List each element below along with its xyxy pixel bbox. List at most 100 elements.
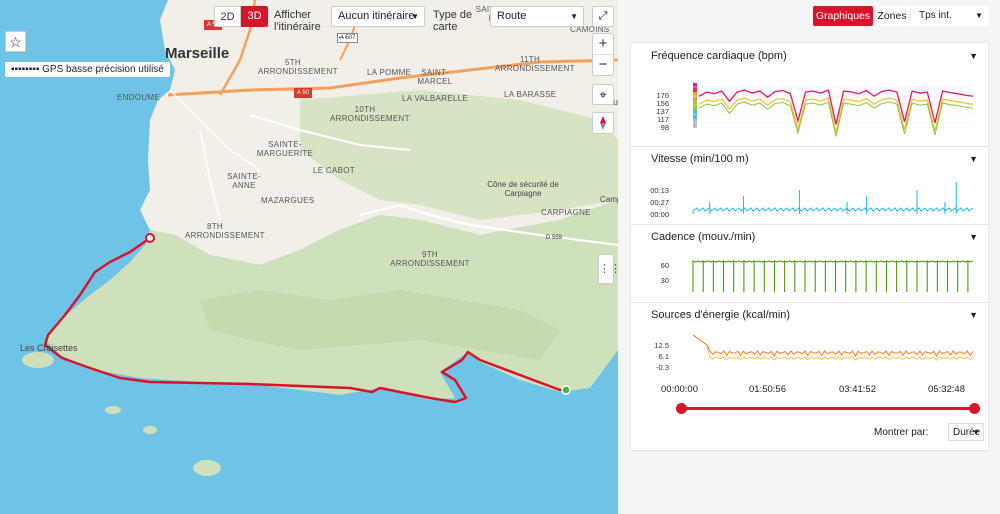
show-route-label: Afficher l'itinéraire <box>274 9 321 33</box>
y-tick: 156 <box>656 99 669 108</box>
chevron-down-icon: ▼ <box>411 12 419 21</box>
hr-zone-band <box>693 119 697 128</box>
show-by-label: Montrer par: <box>874 427 929 438</box>
speed-chart[interactable]: Vitesse (min/100 m) ▼ 00:13 00:27 00:00 <box>631 146 988 225</box>
district-label: LA BARASSE <box>504 90 557 99</box>
cadence-series-line <box>692 260 974 292</box>
heart-rate-plot <box>693 83 974 137</box>
chart-title: Vitesse (min/100 m) <box>651 153 749 165</box>
route-select-value: Aucun itinéraire ... <box>338 10 415 41</box>
place-label: Les Croisettes <box>20 343 78 353</box>
chevron-down-icon: ▼ <box>975 11 983 20</box>
y-tick: 00:13 <box>650 186 669 195</box>
map-type-select-value: Route <box>497 10 527 22</box>
cadence-chart[interactable]: Cadence (mouv./min) ▼ 60 30 <box>631 224 988 303</box>
route-end-marker <box>561 385 571 395</box>
road-shield: D 559 <box>546 235 563 241</box>
y-tick: 12.5 <box>654 341 669 350</box>
fullscreen-icon[interactable]: ⤢ <box>592 6 614 27</box>
place-label: Cône de sécurité de Carpiagne <box>487 180 559 198</box>
chart-title: Fréquence cardiaque (bpm) <box>651 50 787 62</box>
heart-rate-chart[interactable]: Fréquence cardiaque (bpm) ▼ 176 156 137 … <box>631 43 988 147</box>
road-shield: A 50 <box>294 88 313 98</box>
district-label: MAZARGUES <box>261 196 315 205</box>
energy-chart[interactable]: Sources d'énergie (kcal/min) ▼ 12.5 6.1 … <box>631 302 988 378</box>
timeline-start-handle[interactable] <box>676 403 687 414</box>
district-label: LA VALBARELLE <box>402 94 469 103</box>
district-label: SAINT-MARCEL <box>417 68 453 86</box>
chevron-down-icon: ▼ <box>570 12 578 21</box>
hr-zone-band <box>693 110 697 119</box>
hr-zone-band <box>693 83 697 92</box>
gps-notice-text: GPS basse précision utilisé <box>42 64 164 75</box>
district-label: 9TH ARRONDISSEMENT <box>390 250 470 268</box>
map-view[interactable]: Marseille 5TH ARRONDISSEMENT 11TH ARROND… <box>0 0 618 514</box>
chevron-down-icon[interactable]: ▼ <box>969 310 978 320</box>
y-tick: 98 <box>660 123 669 132</box>
chart-title: Cadence (mouv./min) <box>651 231 756 243</box>
gps-notice: ▪▪▪▪▪▪▪▪ GPS basse précision utilisé <box>5 62 170 77</box>
show-by-value: Durée <box>953 427 981 438</box>
district-label: CAMOINS <box>570 25 610 34</box>
compass-icon[interactable] <box>592 112 614 134</box>
favorite-star-icon[interactable]: ☆ <box>5 31 26 52</box>
y-tick: -0.3 <box>656 363 669 372</box>
map-type-label: Type de carte <box>433 9 473 33</box>
chevron-down-icon[interactable]: ▼ <box>969 232 978 242</box>
land-green-dark <box>300 90 618 220</box>
place-label: Camp de C <box>600 195 618 204</box>
zoom-in-button[interactable]: + <box>598 35 608 52</box>
energy-series-line <box>692 334 974 361</box>
cadence-plot <box>692 260 974 292</box>
y-tick: 6.1 <box>658 352 669 361</box>
view-3d-button[interactable]: 3D <box>241 6 268 27</box>
zoom-out-button[interactable]: − <box>593 54 613 75</box>
timeline-label: 03:41:52 <box>839 384 876 395</box>
zoom-control: + − <box>592 33 614 76</box>
speed-series-line <box>692 207 974 214</box>
timeline-end-handle[interactable] <box>969 403 980 414</box>
y-tick: 00:27 <box>650 198 669 207</box>
timeline-label: 00:00:00 <box>661 384 698 395</box>
route-select[interactable]: Aucun itinéraire ... ▼ <box>331 6 425 41</box>
district-label: 11TH ARRONDISSEMENT <box>495 55 575 73</box>
district-label: LA POMME <box>367 68 412 77</box>
district-label: SAINTE-ANNE <box>227 172 261 190</box>
view-2d-button[interactable]: 2D <box>214 6 241 27</box>
tab-zones[interactable]: Zones <box>875 6 909 26</box>
locate-icon[interactable]: ⌖ <box>592 84 614 105</box>
tab-graphiques[interactable]: Graphiques <box>813 6 873 26</box>
district-label: LE CABOT <box>313 166 355 175</box>
panel-drag-handle-icon[interactable]: ⋮⋮ <box>598 254 618 284</box>
charts-card: Fréquence cardiaque (bpm) ▼ 176 156 137 … <box>631 43 988 450</box>
chevron-down-icon[interactable]: ▼ <box>969 154 978 164</box>
hr-zone-band <box>693 92 697 101</box>
compass-needle <box>600 116 606 130</box>
route-start-marker <box>145 233 155 243</box>
y-tick: 00:00 <box>650 210 669 219</box>
analysis-panel: Graphiques Zones Tps int. ▼ Fréquence car… <box>618 0 1000 514</box>
chevron-down-icon: ▼ <box>972 428 980 437</box>
interval-select[interactable]: Tps int. ▼ <box>911 6 989 26</box>
y-tick: 60 <box>660 261 669 270</box>
map-canvas[interactable] <box>0 0 618 514</box>
district-label: ENDOUME <box>117 93 160 102</box>
timeline-label: 05:32:48 <box>928 384 965 395</box>
city-label: Marseille <box>165 45 230 62</box>
speed-plot <box>692 182 974 214</box>
interval-select-value: Tps int. <box>919 10 952 21</box>
road-shield: A 507 <box>337 33 359 43</box>
hr-zone-band <box>693 101 697 110</box>
show-by-select[interactable]: Durée ▼ <box>948 423 984 441</box>
district-label: SAINTE-MARGUERITE <box>256 140 314 158</box>
y-tick: 30 <box>660 276 669 285</box>
gps-signal-icon: ▪▪▪▪▪▪▪▪ <box>11 64 43 75</box>
map-type-select[interactable]: Route ▼ <box>490 6 584 27</box>
highway-a50 <box>167 58 618 97</box>
place-label: CARPIAGNE <box>541 208 591 217</box>
timeline-range-track[interactable] <box>681 407 975 410</box>
y-tick: 176 <box>656 91 669 100</box>
timeline-label: 01:50:56 <box>749 384 786 395</box>
activity-route <box>43 236 566 404</box>
chevron-down-icon[interactable]: ▼ <box>969 51 978 61</box>
